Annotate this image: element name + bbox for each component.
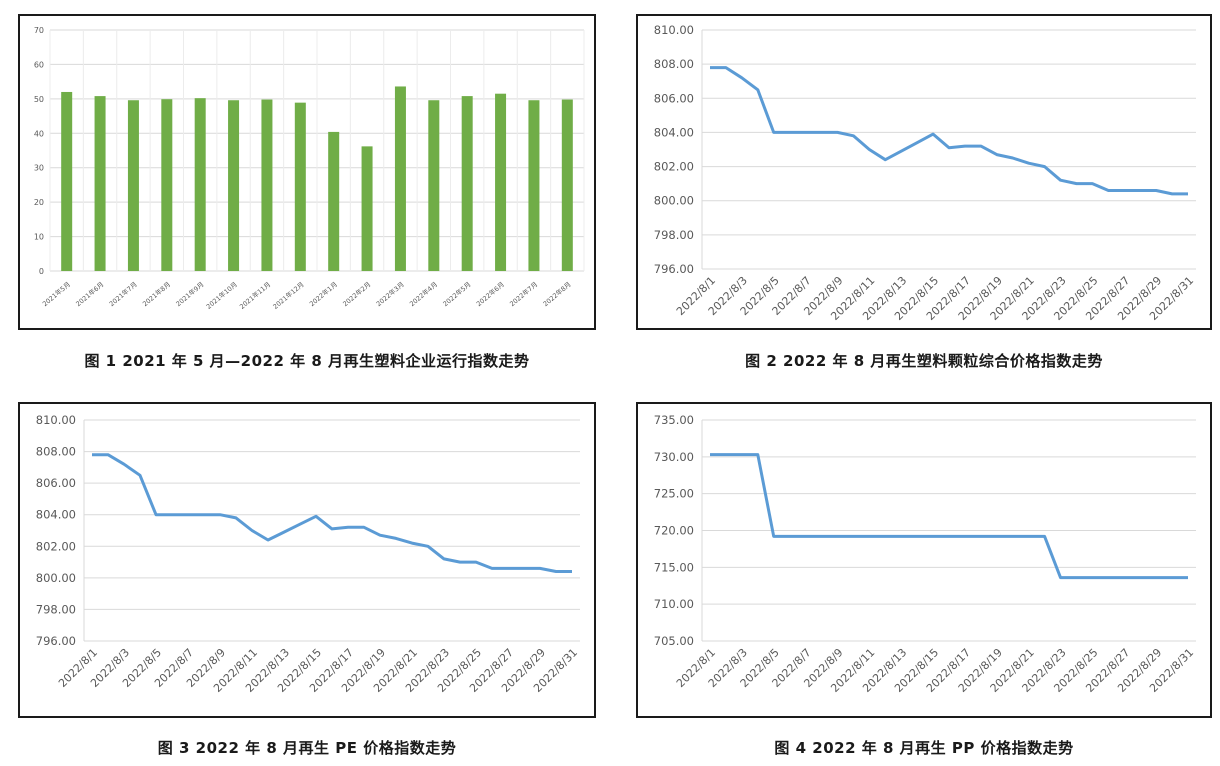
bar <box>394 86 406 271</box>
bar <box>561 99 573 271</box>
y-tick-label: 802.00 <box>36 539 76 553</box>
bar <box>261 99 273 271</box>
chart-panel-1: 0 10 20 30 40 50 60 70 2021年5月 2021年6月 2021年7月 2021… <box>18 14 596 330</box>
y-tick-label: 798.00 <box>36 602 76 616</box>
y-tick-label: 810.00 <box>654 23 694 37</box>
y-tick-label: 796.00 <box>36 634 76 648</box>
series-line <box>710 453 1188 580</box>
y-tick-label: 730.00 <box>654 450 694 464</box>
chart-panel-3: 796.00 798.00 800.00 802.00 804.00 806.00 808.… <box>18 402 596 718</box>
y-tick-label: 60 <box>34 60 44 69</box>
y-tick-label: 20 <box>34 198 44 207</box>
y-tick-label: 800.00 <box>36 571 76 585</box>
x-tick-label: 2022年3月 <box>374 280 406 309</box>
y-tick-label: 800.00 <box>654 194 694 208</box>
chart-1-caption: 图 1 2021 年 5 月—2022 年 8 月再生塑料企业运行指数走势 <box>84 352 530 370</box>
bar <box>528 100 540 271</box>
y-tick-label: 720.00 <box>654 524 694 538</box>
x-tick-label: 2022年2月 <box>341 280 373 309</box>
x-tick-label: 2021年9月 <box>174 280 206 309</box>
bar <box>461 96 473 271</box>
chart-4-caption: 图 4 2022 年 8 月再生 PP 价格指数走势 <box>774 739 1074 757</box>
chart-2-composite-price-index: 796.00 798.00 800.00 802.00 804.00 806.00 808.… <box>654 23 1196 323</box>
x-tick-label: 2021年10月 <box>204 280 239 311</box>
y-tick-label: 30 <box>34 164 44 173</box>
x-tick-label: 2021年11月 <box>237 280 272 311</box>
chart-panel-4: 705.00 710.00 715.00 720.00 725.00 730.00 735.… <box>636 402 1212 718</box>
y-tick-label: 50 <box>34 95 44 104</box>
y-tick-label: 802.00 <box>654 160 694 174</box>
y-tick-label: 10 <box>34 233 44 242</box>
x-tick-label: 2021年7月 <box>107 280 139 309</box>
y-tick-label: 705.00 <box>654 634 694 648</box>
x-tick-label: 2022年6月 <box>474 280 506 309</box>
y-tick-label: 798.00 <box>654 228 694 242</box>
y-tick-label: 808.00 <box>36 445 76 459</box>
x-tick-label: 2021年6月 <box>74 280 106 309</box>
bar <box>328 131 340 271</box>
x-tick-label: 2022年5月 <box>441 280 473 309</box>
chart-panel-2: 796.00 798.00 800.00 802.00 804.00 806.00 808.… <box>636 14 1212 330</box>
y-tick-label: 725.00 <box>654 487 694 501</box>
x-tick-label: 2022年8月 <box>541 280 573 309</box>
y-tick-label: 735.00 <box>654 413 694 427</box>
y-tick-label: 715.00 <box>654 560 694 574</box>
chart-2-caption: 图 2 2022 年 8 月再生塑料颗粒综合价格指数走势 <box>745 352 1103 370</box>
x-tick-label: 2022年7月 <box>508 280 540 309</box>
bar <box>127 100 139 271</box>
y-tick-label: 810.00 <box>36 413 76 427</box>
y-tick-label: 804.00 <box>36 508 76 522</box>
y-tick-label: 806.00 <box>36 476 76 490</box>
y-tick-label: 40 <box>34 129 44 138</box>
y-tick-label: 70 <box>34 26 44 35</box>
y-tick-label: 804.00 <box>654 125 694 139</box>
bar <box>495 93 507 271</box>
bar <box>61 91 73 271</box>
x-tick-label: 2022年1月 <box>307 280 339 309</box>
y-tick-label: 806.00 <box>654 91 694 105</box>
x-tick-label: 2021年5月 <box>40 280 72 309</box>
y-tick-label: 796.00 <box>654 262 694 276</box>
y-tick-label: 710.00 <box>654 597 694 611</box>
series-line <box>710 66 1188 196</box>
x-tick-label: 2021年8月 <box>141 280 173 309</box>
bar <box>228 100 240 271</box>
chart-3-caption: 图 3 2022 年 8 月再生 PE 价格指数走势 <box>157 739 457 757</box>
series-line <box>92 453 572 573</box>
y-tick-label: 0 <box>39 267 44 276</box>
bar <box>428 100 440 271</box>
bar <box>194 98 206 271</box>
x-tick-label: 2022年4月 <box>408 280 440 309</box>
bar <box>94 96 106 271</box>
chart-3-pe-price-index: 796.00 798.00 800.00 802.00 804.00 806.00 808.… <box>36 413 580 695</box>
bar <box>294 102 306 271</box>
bar <box>161 99 173 271</box>
y-tick-label: 808.00 <box>654 57 694 71</box>
bar <box>361 146 373 271</box>
x-tick-label: 2021年12月 <box>271 280 306 311</box>
chart-4-pp-price-index: 705.00 710.00 715.00 720.00 725.00 730.00 735.… <box>654 413 1196 695</box>
